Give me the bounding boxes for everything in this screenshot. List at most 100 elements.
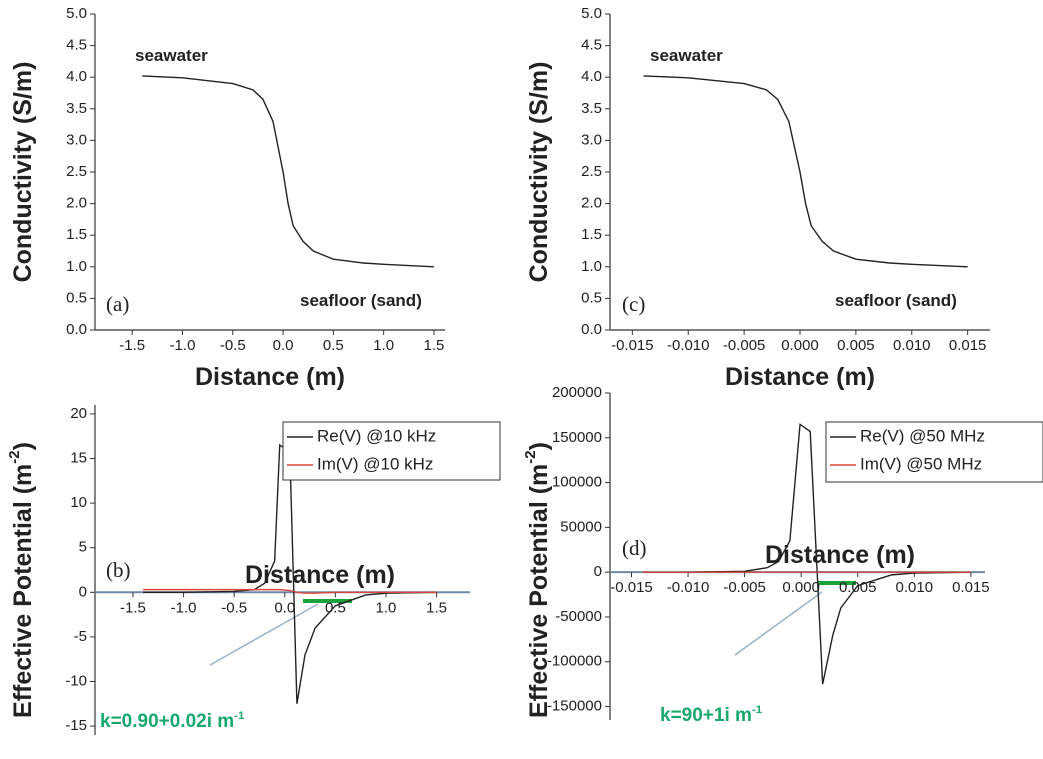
y-tick-label: 2.5 — [581, 163, 602, 180]
x-tick-label: 1.0 — [373, 337, 394, 354]
x-tick-label: 0.015 — [952, 579, 990, 596]
x-axis-label: Distance (m) — [765, 541, 915, 569]
y-tick-label: -10 — [65, 672, 87, 689]
text-part: seafloor (sand) — [835, 291, 957, 310]
legend-label: Im(V) @50 MHz — [860, 454, 982, 473]
y-tick-label: 0.0 — [66, 321, 87, 338]
series-line — [143, 588, 437, 594]
superscript: -2 — [6, 450, 23, 463]
panel-label: (a) — [106, 292, 129, 316]
x-tick-label: 0.005 — [837, 337, 875, 354]
annotation: seawater — [135, 46, 208, 65]
y-tick-label: 2.0 — [581, 195, 602, 212]
x-axis-label: Distance (m) — [245, 561, 395, 589]
text-part: ) — [9, 442, 37, 450]
y-axis-label: Effective Potential (m-2) — [522, 442, 552, 718]
text-part: k=90+1i m — [660, 705, 752, 726]
text-part: Distance (m) — [725, 363, 875, 391]
y-axis-label: Conductivity (S/m) — [9, 62, 37, 283]
series-line — [643, 75, 968, 268]
y-tick-label: -50000 — [555, 608, 602, 625]
text-part: Conductivity (S/m) — [9, 62, 37, 283]
legend-box — [282, 421, 501, 481]
text-part: Distance (m) — [765, 541, 915, 569]
annotation: k=90+1i m-1 — [660, 704, 763, 726]
x-tick-label: -1.5 — [120, 599, 146, 616]
text-part: Conductivity (S/m) — [525, 62, 553, 283]
x-tick-label: -0.005 — [723, 337, 766, 354]
series-line — [642, 423, 971, 685]
text-part: seafloor (sand) — [300, 291, 422, 310]
text-part: Effective Potential (m — [525, 464, 553, 718]
text-part: seawater — [650, 46, 723, 65]
text-part: Distance (m) — [245, 561, 395, 589]
y-tick-label: 1.0 — [66, 258, 87, 275]
y-tick-label: 3.0 — [66, 131, 87, 148]
y-tick-label: 10 — [70, 494, 87, 511]
x-tick-label: -0.5 — [220, 337, 246, 354]
x-tick-label: 0.0 — [273, 337, 294, 354]
y-tick-label: 20 — [70, 405, 87, 422]
y-tick-label: 4.5 — [581, 37, 602, 54]
y-tick-label: 5 — [79, 539, 87, 556]
x-tick-label: 0.000 — [781, 337, 819, 354]
y-tick-label: 0 — [594, 563, 602, 580]
x-tick-label: -0.015 — [610, 579, 653, 596]
y-tick-label: -15 — [65, 717, 87, 734]
y-tick-label: -150000 — [547, 698, 602, 715]
k-pointer — [209, 603, 319, 666]
x-tick-label: -0.010 — [667, 579, 710, 596]
text-part: ) — [525, 442, 553, 450]
x-tick-label: -0.015 — [611, 337, 654, 354]
y-tick-label: 0 — [79, 583, 87, 600]
y-tick-label: 0.0 — [581, 321, 602, 338]
x-tick-label: -0.005 — [723, 579, 766, 596]
y-tick-label: 4.0 — [581, 68, 602, 85]
y-tick-label: 3.0 — [581, 131, 602, 148]
y-tick-label: 3.5 — [581, 100, 602, 117]
y-axis-label: Conductivity (S/m) — [525, 62, 553, 283]
y-tick-label: 2.5 — [66, 163, 87, 180]
superscript: -2 — [522, 450, 539, 463]
annotation: seafloor (sand) — [835, 291, 957, 310]
superscript: -1 — [752, 704, 763, 716]
text-part: seawater — [135, 46, 208, 65]
y-tick-label: 1.5 — [66, 226, 87, 243]
x-tick-label: -1.5 — [119, 337, 145, 354]
y-tick-label: 5.0 — [66, 5, 87, 22]
y-tick-label: 4.0 — [66, 68, 87, 85]
y-tick-label: 1.0 — [581, 258, 602, 275]
y-axis-label: Effective Potential (m-2) — [6, 442, 36, 718]
x-tick-label: 0.5 — [323, 337, 344, 354]
legend-label: Re(V) @10 kHz — [317, 426, 436, 445]
y-tick-label: 0.5 — [581, 289, 602, 306]
y-tick-label: 1.5 — [581, 226, 602, 243]
x-tick-label: 0.0 — [274, 599, 295, 616]
y-tick-label: 200000 — [552, 384, 602, 401]
y-tick-label: 100000 — [552, 474, 602, 491]
panel-label: (d) — [622, 536, 647, 560]
y-tick-label: 3.5 — [66, 100, 87, 117]
y-tick-label: 2.0 — [66, 195, 87, 212]
legend-label: Re(V) @50 MHz — [860, 426, 985, 445]
x-tick-label: 1.5 — [424, 337, 445, 354]
x-tick-label: 0.015 — [949, 337, 987, 354]
x-tick-label: -0.010 — [667, 337, 710, 354]
y-tick-label: 50000 — [560, 518, 602, 535]
annotation: k=0.90+0.02i m-1 — [100, 710, 245, 732]
x-tick-label: 0.010 — [896, 579, 934, 596]
text-part: Effective Potential (m — [9, 464, 37, 718]
y-tick-label: 15 — [70, 449, 87, 466]
series-line — [142, 75, 434, 268]
panel-label: (c) — [622, 292, 645, 316]
k-pointer — [734, 591, 823, 656]
y-tick-label: 150000 — [552, 429, 602, 446]
x-axis-label: Distance (m) — [725, 363, 875, 391]
x-tick-label: -1.0 — [171, 599, 197, 616]
x-axis-label: Distance (m) — [195, 363, 345, 391]
x-tick-label: 0.000 — [782, 579, 820, 596]
text-part: Distance (m) — [195, 363, 345, 391]
x-tick-label: -1.0 — [170, 337, 196, 354]
annotation: seafloor (sand) — [300, 291, 422, 310]
